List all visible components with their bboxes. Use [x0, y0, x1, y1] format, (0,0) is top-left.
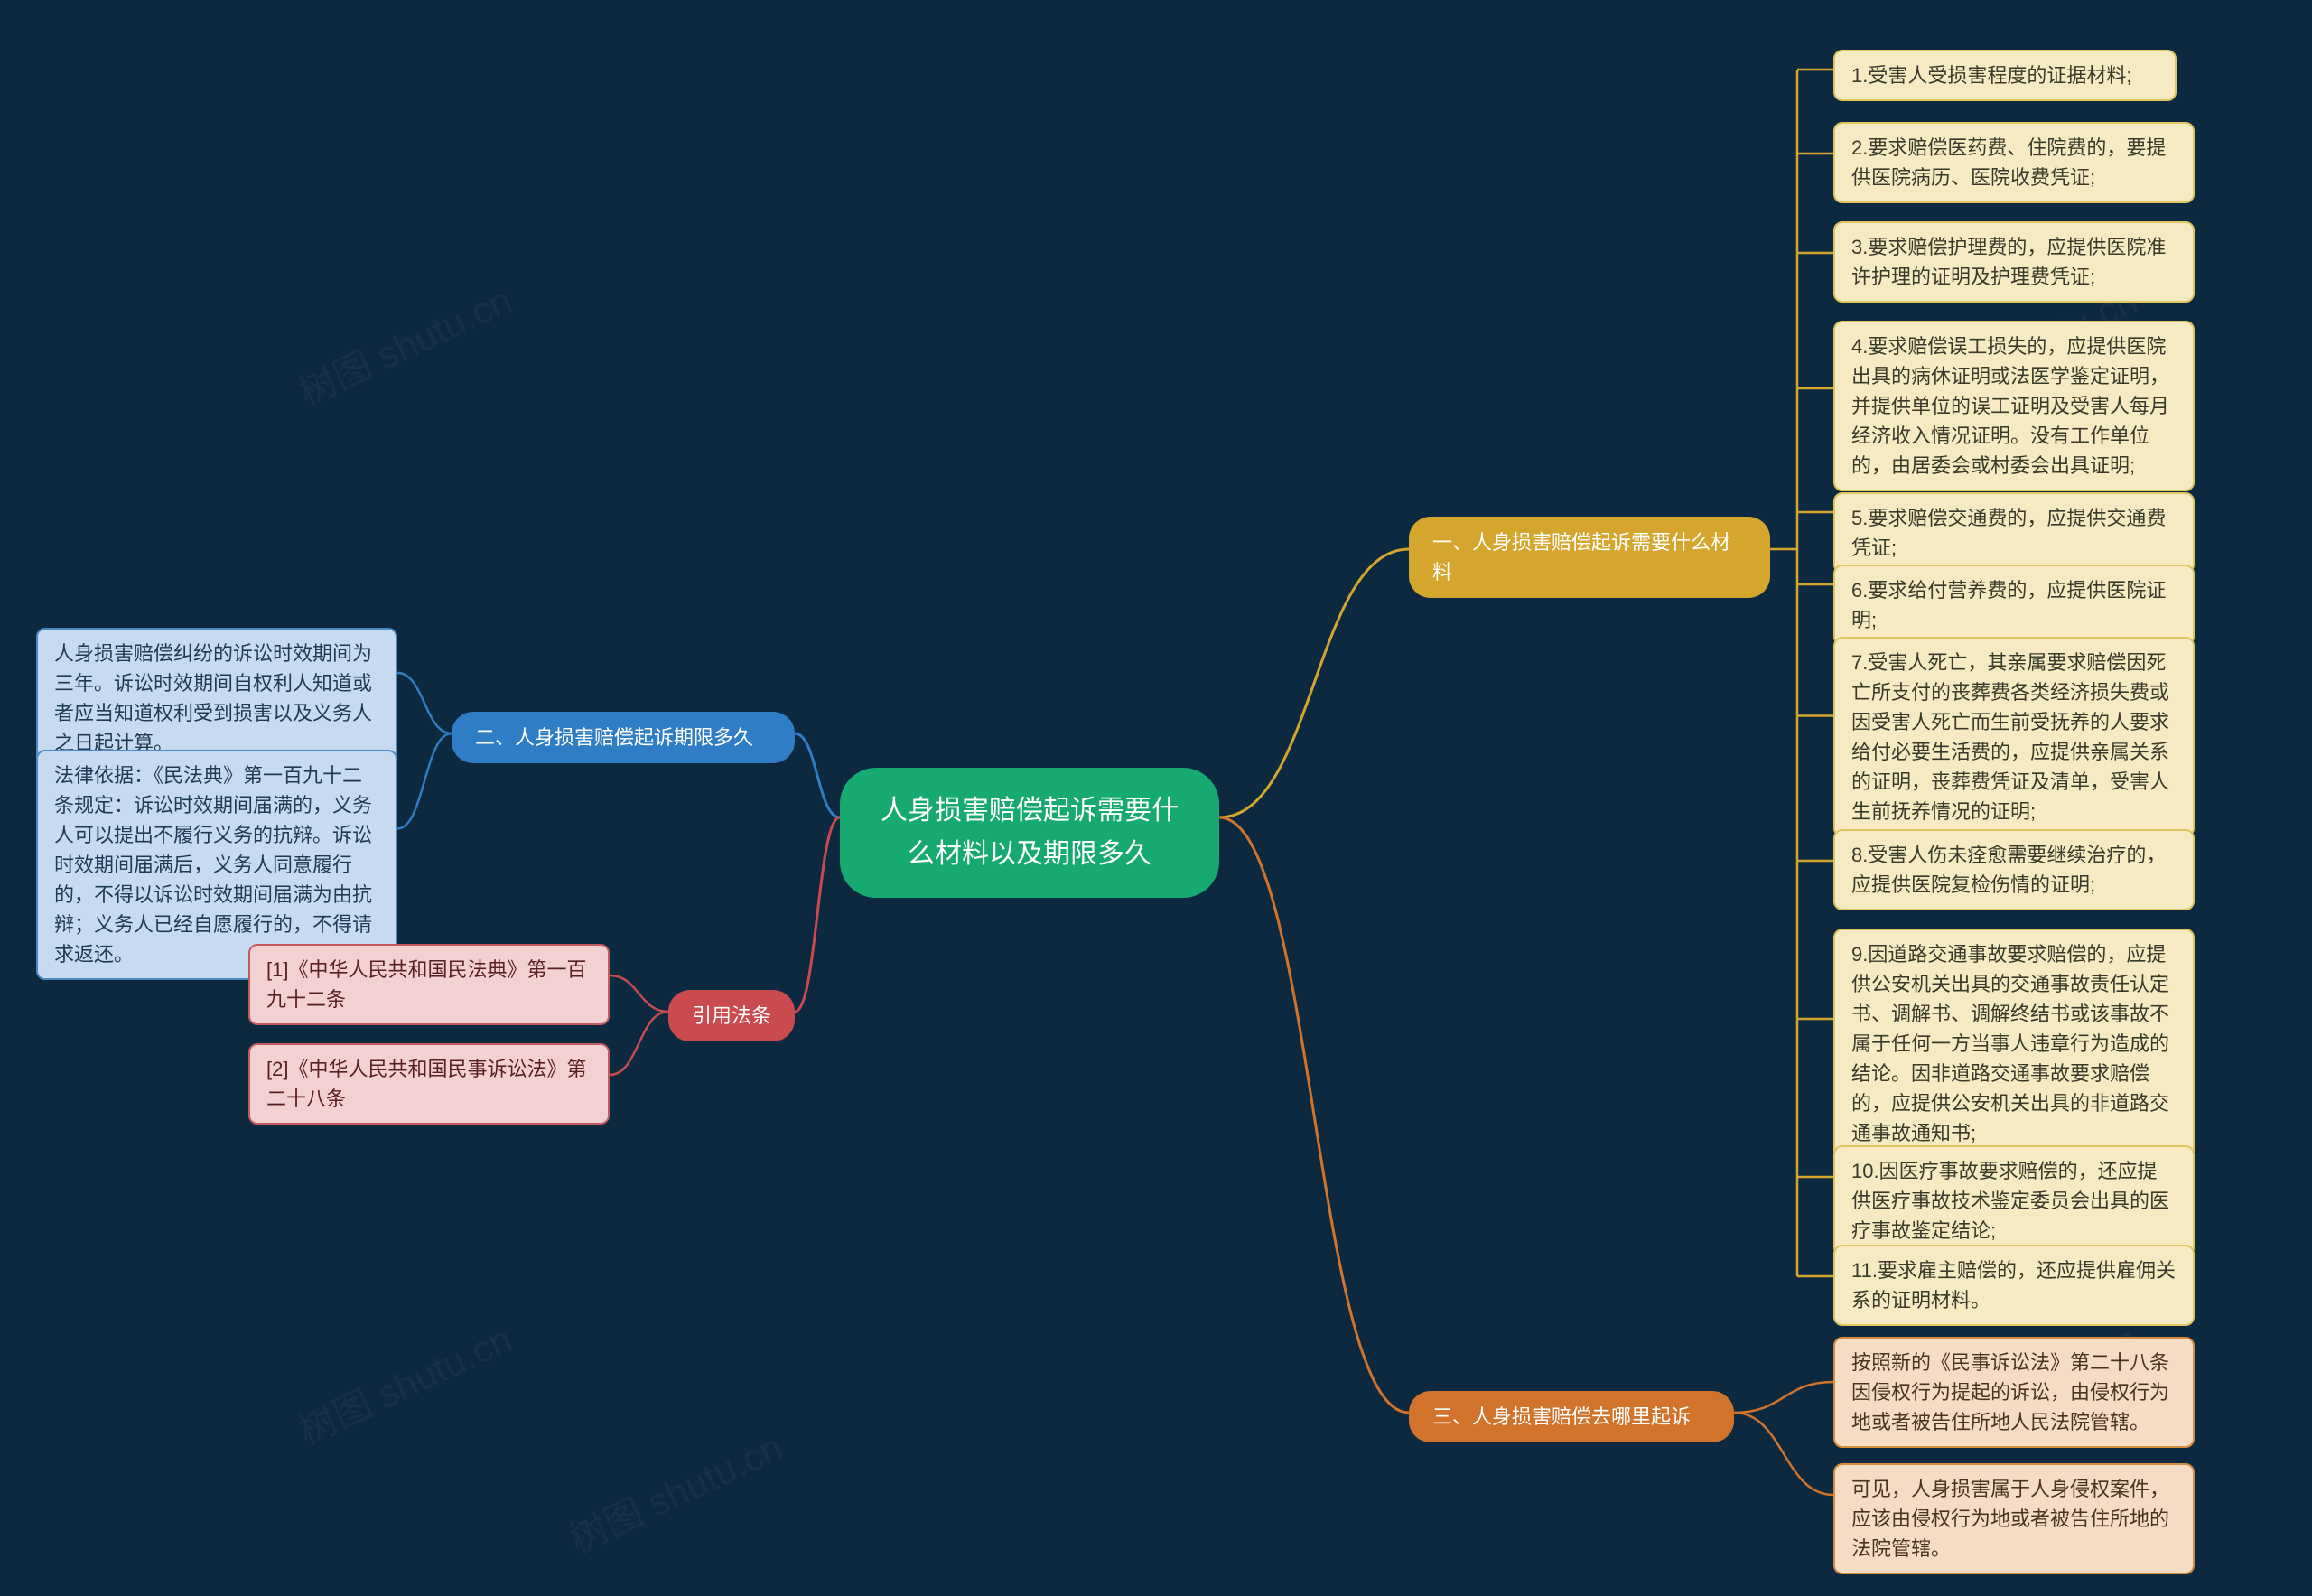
leaf-node[interactable]: 10.因医疗事故要求赔偿的，还应提供医疗事故技术鉴定委员会出具的医疗事故鉴定结论…: [1833, 1145, 2195, 1256]
leaf-text: 10.因医疗事故要求赔偿的，还应提供医疗事故技术鉴定委员会出具的医疗事故鉴定结论…: [1851, 1160, 2169, 1242]
branch-node[interactable]: 一、人身损害赔偿起诉需要什么材料: [1409, 517, 1770, 598]
leaf-text: 9.因道路交通事故要求赔偿的，应提供公安机关出具的交通事故责任认定书、调解书、调…: [1851, 943, 2169, 1144]
leaf-node[interactable]: 2.要求赔偿医药费、住院费的，要提供医院病历、医院收费凭证;: [1833, 122, 2195, 203]
branch-text: 三、人身损害赔偿去哪里起诉: [1432, 1405, 1691, 1428]
root-node[interactable]: 人身损害赔偿起诉需要什么材料以及期限多久: [840, 768, 1219, 898]
branch-text: 二、人身损害赔偿起诉期限多久: [475, 726, 753, 749]
leaf-text: 2.要求赔偿医药费、住院费的，要提供医院病历、医院收费凭证;: [1851, 136, 2166, 189]
leaf-node[interactable]: 11.要求雇主赔偿的，还应提供雇佣关系的证明材料。: [1833, 1245, 2195, 1326]
leaf-text: 5.要求赔偿交通费的，应提供交通费凭证;: [1851, 507, 2166, 559]
branch-node[interactable]: 引用法条: [668, 990, 795, 1041]
leaf-node[interactable]: [2]《中华人民共和国民事诉讼法》第二十八条: [248, 1043, 610, 1125]
branch-text: 一、人身损害赔偿起诉需要什么材料: [1432, 531, 1730, 583]
leaf-text: 1.受害人受损害程度的证据材料;: [1851, 64, 2131, 87]
leaf-node[interactable]: 6.要求给付营养费的，应提供医院证明;: [1833, 565, 2195, 646]
leaf-node[interactable]: 按照新的《民事诉讼法》第二十八条因侵权行为提起的诉讼，由侵权行为地或者被告住所地…: [1833, 1337, 2195, 1448]
root-text: 人身损害赔偿起诉需要什么材料以及期限多久: [881, 796, 1179, 869]
watermark: 树图 shutu.cn: [559, 1417, 790, 1564]
leaf-text: 3.要求赔偿护理费的，应提供医院准许护理的证明及护理费凭证;: [1851, 236, 2166, 288]
leaf-text: [2]《中华人民共和国民事诉讼法》第二十八条: [266, 1058, 586, 1110]
branch-text: 引用法条: [692, 1004, 771, 1027]
leaf-text: 8.受害人伤未痊愈需要继续治疗的，应提供医院复检伤情的证明;: [1851, 844, 2166, 896]
leaf-text: 按照新的《民事诉讼法》第二十八条因侵权行为提起的诉讼，由侵权行为地或者被告住所地…: [1851, 1351, 2169, 1433]
leaf-node[interactable]: 9.因道路交通事故要求赔偿的，应提供公安机关出具的交通事故责任认定书、调解书、调…: [1833, 929, 2195, 1159]
watermark: 树图 shutu.cn: [288, 270, 519, 417]
leaf-text: 6.要求给付营养费的，应提供医院证明;: [1851, 579, 2166, 631]
branch-node[interactable]: 二、人身损害赔偿起诉期限多久: [452, 712, 795, 763]
leaf-node[interactable]: 7.受害人死亡，其亲属要求赔偿因死亡所支付的丧葬费各类经济损失费或因受害人死亡而…: [1833, 637, 2195, 837]
leaf-node[interactable]: 4.要求赔偿误工损失的，应提供医院出具的病休证明或法医学鉴定证明，并提供单位的误…: [1833, 321, 2195, 491]
leaf-text: 人身损害赔偿纠纷的诉讼时效期间为三年。诉讼时效期间自权利人知道或者应当知道权利受…: [54, 642, 372, 754]
leaf-text: [1]《中华人民共和国民法典》第一百九十二条: [266, 958, 586, 1011]
leaf-node[interactable]: 人身损害赔偿纠纷的诉讼时效期间为三年。诉讼时效期间自权利人知道或者应当知道权利受…: [36, 628, 397, 769]
leaf-node[interactable]: 5.要求赔偿交通费的，应提供交通费凭证;: [1833, 492, 2195, 574]
leaf-node[interactable]: 可见，人身损害属于人身侵权案件，应该由侵权行为地或者被告住所地的法院管辖。: [1833, 1463, 2195, 1574]
leaf-node[interactable]: 8.受害人伤未痊愈需要继续治疗的，应提供医院复检伤情的证明;: [1833, 829, 2195, 910]
leaf-text: 7.受害人死亡，其亲属要求赔偿因死亡所支付的丧葬费各类经济损失费或因受害人死亡而…: [1851, 651, 2169, 823]
branch-node[interactable]: 三、人身损害赔偿去哪里起诉: [1409, 1391, 1734, 1442]
leaf-text: 可见，人身损害属于人身侵权案件，应该由侵权行为地或者被告住所地的法院管辖。: [1851, 1478, 2169, 1560]
leaf-node[interactable]: [1]《中华人民共和国民法典》第一百九十二条: [248, 944, 610, 1025]
leaf-node[interactable]: 3.要求赔偿护理费的，应提供医院准许护理的证明及护理费凭证;: [1833, 221, 2195, 303]
watermark: 树图 shutu.cn: [288, 1309, 519, 1456]
leaf-text: 法律依据：《民法典》第一百九十二条规定：诉讼时效期间届满的，义务人可以提出不履行…: [54, 764, 372, 966]
leaf-text: 4.要求赔偿误工损失的，应提供医院出具的病休证明或法医学鉴定证明，并提供单位的误…: [1851, 335, 2169, 477]
leaf-node[interactable]: 1.受害人受损害程度的证据材料;: [1833, 50, 2177, 101]
leaf-text: 11.要求雇主赔偿的，还应提供雇佣关系的证明材料。: [1851, 1259, 2176, 1311]
